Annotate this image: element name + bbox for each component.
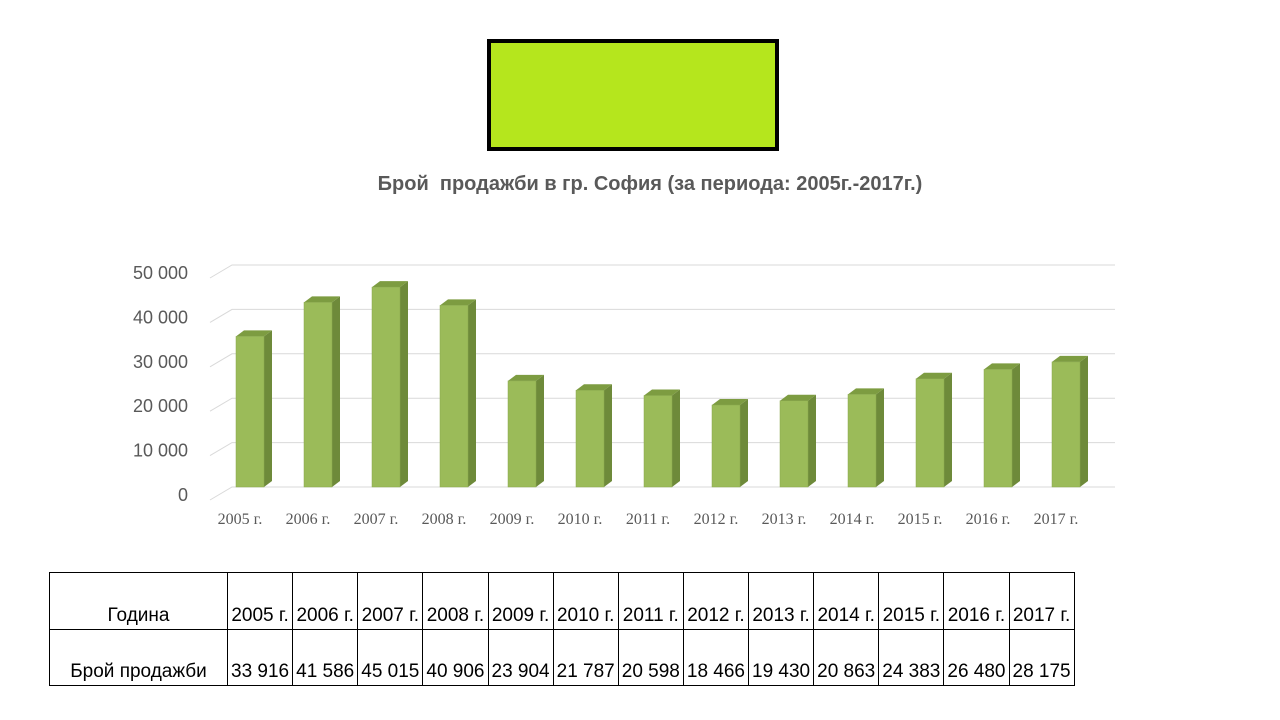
bar-side — [1080, 355, 1088, 487]
gridline — [209, 264, 1115, 279]
x-tick-label: 2005 г. — [218, 511, 263, 528]
x-tick-label: 2007 г. — [354, 511, 399, 528]
bar-side — [740, 399, 748, 487]
bar — [643, 395, 673, 488]
bar — [303, 302, 333, 488]
x-tick-label: 2014 г. — [830, 511, 875, 528]
row-header-year: Година — [49, 572, 228, 630]
chart-title: Брой продажби в гр. София (за периода: 2… — [377, 173, 923, 195]
bar-side — [332, 296, 340, 487]
bar — [711, 404, 741, 488]
bar-top — [984, 363, 1020, 370]
bar-top — [780, 394, 816, 401]
gridline — [209, 353, 1115, 368]
gridline — [209, 486, 1115, 501]
table-cell-year: 2017 г. — [1008, 572, 1075, 630]
x-tick-label: 2009 г. — [490, 511, 535, 528]
bar-top — [916, 372, 952, 379]
gridline — [209, 308, 1115, 323]
bar-top — [576, 384, 612, 391]
table-cell-year: 2005 г. — [226, 572, 294, 630]
bar — [847, 394, 877, 488]
table-cell-sales: 21 787 — [552, 629, 619, 686]
bar-top — [440, 299, 476, 306]
y-tick-label: 40 000 — [133, 307, 188, 327]
bar-side — [468, 299, 476, 487]
table-cell-sales: 26 480 — [943, 629, 1010, 686]
y-tick-label: 30 000 — [133, 352, 188, 372]
table-cell-sales: 28 175 — [1008, 629, 1075, 686]
table-cell-sales: 20 863 — [813, 629, 880, 686]
row-header-sales: Брой продажби — [49, 629, 228, 686]
bar-side — [604, 384, 612, 487]
table-cell-year: 2013 г. — [747, 572, 815, 630]
gridline — [209, 442, 1115, 457]
bar-chart: 0 10 000 20 000 30 000 40 000 50 000 2005 г. 20… — [133, 263, 1115, 528]
table-cell-sales: 20 598 — [617, 629, 684, 686]
y-tick-label: 0 — [178, 485, 188, 505]
bar-top — [304, 296, 340, 303]
bar-side — [944, 372, 952, 487]
bar — [439, 305, 469, 488]
bar-top — [712, 399, 748, 406]
x-tick-label: 2010 г. — [558, 511, 603, 528]
table-cell-sales: 23 904 — [487, 629, 554, 686]
data-table: Година 2005 г. 2006 г. 2007 г. 2008 г. 2… — [49, 572, 1075, 686]
bar — [779, 400, 809, 488]
x-tick-label: 2012 г. — [694, 511, 739, 528]
bar — [507, 380, 537, 488]
table-cell-year: 2006 г. — [292, 572, 359, 630]
x-tick-label: 2006 г. — [286, 511, 331, 528]
table-cell-year: 2016 г. — [943, 572, 1010, 630]
table-cell-sales: 41 586 — [292, 629, 359, 686]
y-tick-label: 20 000 — [133, 396, 188, 416]
table-cell-year: 2007 г. — [357, 572, 424, 630]
table-cell-year: 2008 г. — [422, 572, 489, 630]
table-cell-year: 2010 г. — [552, 572, 619, 630]
bar-top — [236, 330, 272, 337]
table-cell-sales: 45 015 — [357, 629, 424, 686]
x-tick-label: 2011 г. — [626, 511, 670, 528]
bar-side — [808, 394, 816, 487]
bar-side — [536, 374, 544, 487]
x-tick-label: 2015 г. — [898, 511, 943, 528]
logo-box — [487, 39, 779, 151]
bar-side — [876, 388, 884, 487]
table-cell-year: 2009 г. — [487, 572, 554, 630]
x-tick-label: 2013 г. — [762, 511, 807, 528]
bar — [915, 378, 945, 488]
table-cell-sales: 40 906 — [422, 629, 489, 686]
table-cell-year: 2012 г. — [682, 572, 750, 630]
bar-top — [848, 388, 884, 395]
bar-side — [1012, 363, 1020, 487]
x-tick-label: 2016 г. — [966, 511, 1011, 528]
y-tick-label: 10 000 — [133, 441, 188, 461]
table-cell-sales: 33 916 — [226, 629, 294, 686]
bar-top — [1052, 355, 1088, 362]
table-cell-sales: 18 466 — [682, 629, 750, 686]
bar-top — [508, 374, 544, 381]
bar-side — [672, 389, 680, 487]
bar — [575, 390, 605, 488]
table-cell-year: 2011 г. — [617, 572, 684, 630]
bar — [235, 336, 265, 488]
table-row-years: Година 2005 г. 2006 г. 2007 г. 2008 г. 2… — [49, 572, 1075, 630]
bar-side — [400, 281, 408, 487]
table-cell-sales: 19 430 — [747, 629, 815, 686]
bar-top — [644, 389, 680, 396]
table-row-sales: Брой продажби 33 916 41 586 45 015 40 90… — [49, 629, 1075, 686]
table-cell-year: 2015 г. — [878, 572, 945, 630]
x-tick-label: 2017 г. — [1034, 511, 1079, 528]
bar-top — [372, 281, 408, 288]
bar-side — [264, 330, 272, 487]
table-cell-year: 2014 г. — [813, 572, 880, 630]
x-tick-label: 2008 г. — [422, 511, 467, 528]
table-cell-sales: 24 383 — [878, 629, 945, 686]
bar — [983, 369, 1013, 488]
bar — [371, 286, 401, 488]
bar — [1051, 361, 1081, 488]
y-tick-label: 50 000 — [133, 263, 188, 283]
gridline — [209, 397, 1115, 412]
